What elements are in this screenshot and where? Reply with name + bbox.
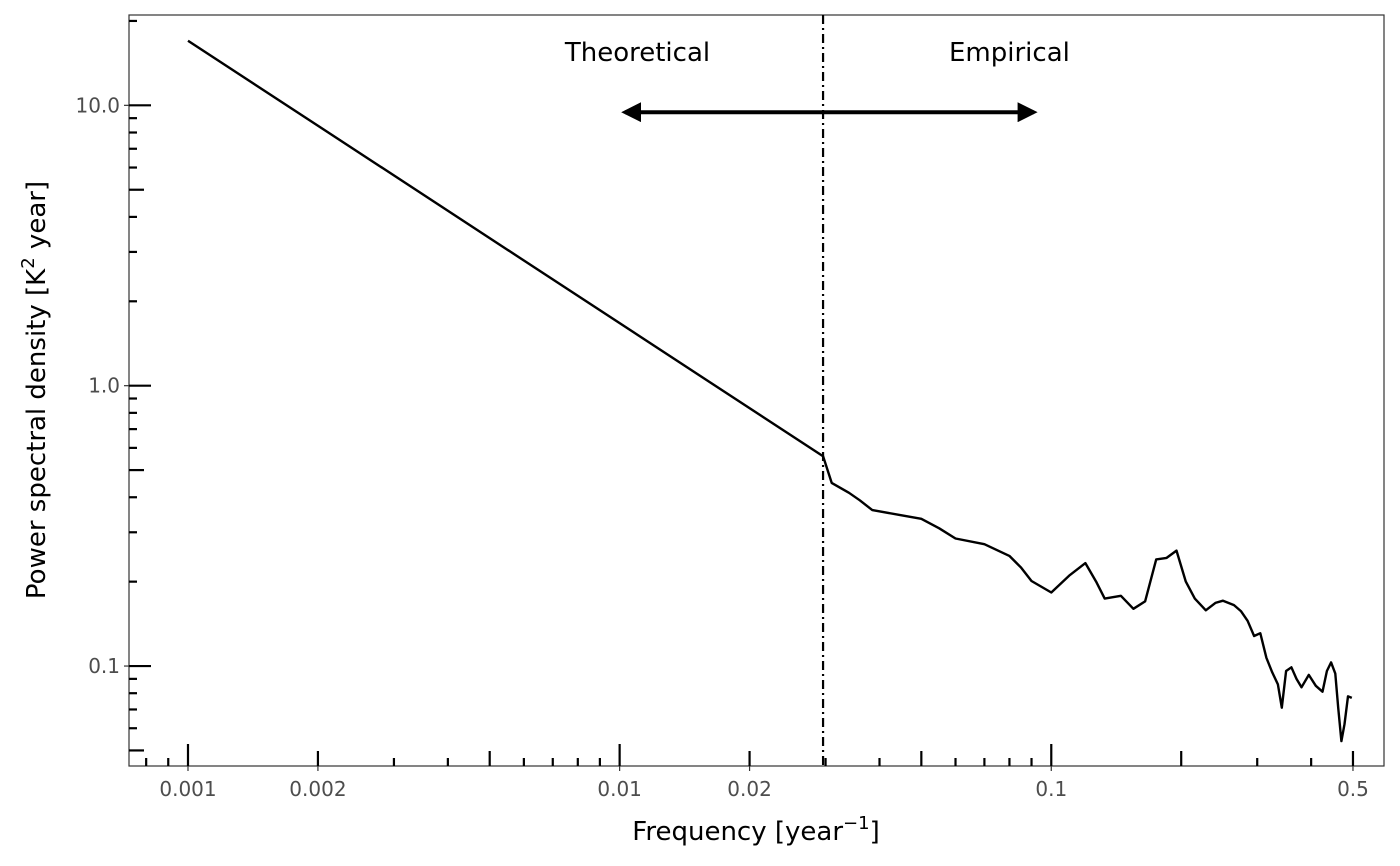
y-tick-label: 1.0 xyxy=(88,374,120,398)
x-tick-label: 0.5 xyxy=(1337,777,1369,801)
x-tick-label: 0.02 xyxy=(727,777,772,801)
x-tick-label: 0.002 xyxy=(289,777,346,801)
y-tick-label: 10.0 xyxy=(75,93,120,117)
axis-tick-labels: 0.001 0.002 0.01 0.02 0.1 0.5 0.1 1.0 10.0 xyxy=(75,93,1368,801)
x-tick-label: 0.001 xyxy=(159,777,216,801)
plot-panel xyxy=(128,14,1385,767)
y-axis-title: Power spectral density [K2 year] xyxy=(18,181,52,599)
axis-ticks xyxy=(124,19,1355,771)
theoretical-label: Theoretical xyxy=(564,38,710,68)
empirical-label: Empirical xyxy=(949,38,1070,68)
x-tick-label: 0.01 xyxy=(597,777,642,801)
y-tick-label: 0.1 xyxy=(88,654,120,678)
x-axis-title: Frequency [year−1] xyxy=(632,813,879,847)
psd-series-line xyxy=(187,39,1353,743)
x-tick-label: 0.1 xyxy=(1035,777,1067,801)
